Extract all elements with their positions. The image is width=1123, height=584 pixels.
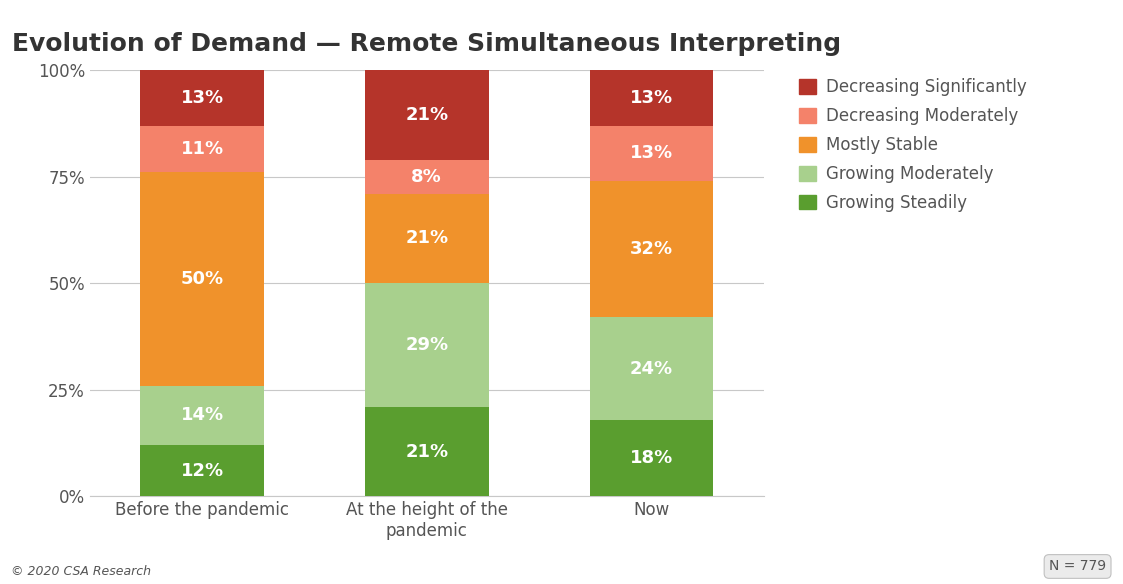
- Text: 21%: 21%: [405, 443, 448, 461]
- Text: 8%: 8%: [411, 168, 442, 186]
- Bar: [590, 126, 713, 181]
- Text: 12%: 12%: [181, 462, 223, 480]
- Text: 32%: 32%: [630, 240, 673, 258]
- Bar: [365, 70, 489, 159]
- Text: 29%: 29%: [405, 336, 448, 354]
- Text: 24%: 24%: [630, 360, 673, 377]
- Bar: [140, 385, 264, 445]
- Text: N = 779: N = 779: [1049, 559, 1106, 573]
- Bar: [140, 126, 264, 172]
- Text: 18%: 18%: [630, 449, 673, 467]
- Text: 11%: 11%: [181, 140, 223, 158]
- Title: Evolution of Demand — Remote Simultaneous Interpreting: Evolution of Demand — Remote Simultaneou…: [12, 32, 841, 55]
- Text: 13%: 13%: [630, 89, 673, 107]
- Legend: Decreasing Significantly, Decreasing Moderately, Mostly Stable, Growing Moderate: Decreasing Significantly, Decreasing Mod…: [798, 78, 1026, 212]
- Bar: [365, 159, 489, 194]
- Text: 50%: 50%: [181, 270, 223, 288]
- Bar: [365, 407, 489, 496]
- Text: © 2020 CSA Research: © 2020 CSA Research: [11, 565, 152, 578]
- Bar: [365, 283, 489, 407]
- Bar: [590, 420, 713, 496]
- Bar: [140, 70, 264, 126]
- Bar: [590, 70, 713, 126]
- Bar: [140, 445, 264, 496]
- Text: 13%: 13%: [181, 89, 223, 107]
- Bar: [590, 317, 713, 420]
- Bar: [590, 181, 713, 317]
- Text: 21%: 21%: [405, 230, 448, 248]
- Text: 21%: 21%: [405, 106, 448, 124]
- Text: 14%: 14%: [181, 406, 223, 425]
- Bar: [365, 194, 489, 283]
- Bar: [140, 172, 264, 385]
- Text: 13%: 13%: [630, 144, 673, 162]
